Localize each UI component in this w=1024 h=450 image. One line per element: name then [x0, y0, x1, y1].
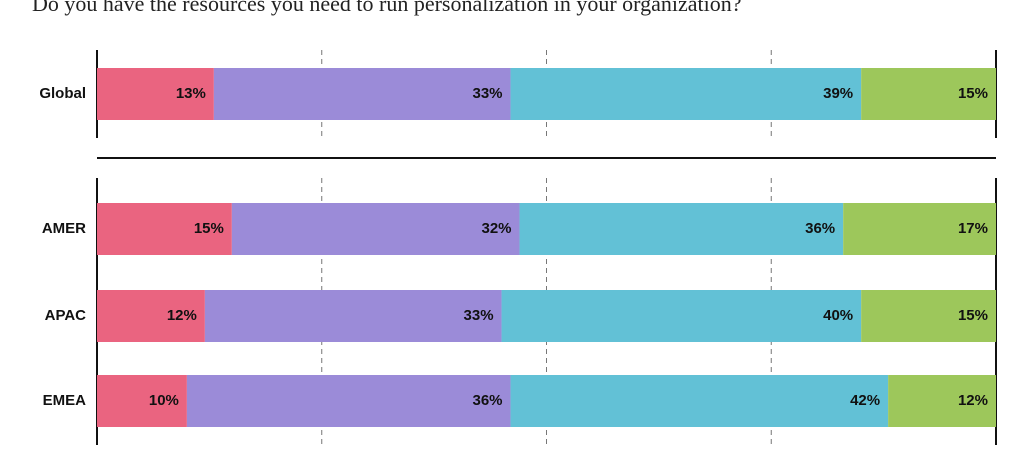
value-label: 32% — [481, 220, 511, 237]
y-tick-label: AMER — [42, 220, 86, 237]
bar-segment — [97, 290, 205, 342]
y-tick-label: EMEA — [43, 392, 87, 409]
value-label: 39% — [823, 85, 853, 102]
value-label: 42% — [850, 392, 880, 409]
value-label: 13% — [176, 85, 206, 102]
bar-segment — [888, 375, 996, 427]
bar-segment — [843, 203, 996, 255]
chart-title: Do you have the resources you need to ru… — [32, 0, 742, 16]
bar-segment — [501, 290, 862, 342]
value-label: 10% — [149, 392, 179, 409]
bar-segment — [97, 68, 214, 120]
value-label: 33% — [464, 307, 494, 324]
bar-segment — [519, 203, 844, 255]
value-label: 12% — [958, 392, 988, 409]
value-label: 12% — [167, 307, 197, 324]
bar-segment — [510, 68, 862, 120]
value-label: 36% — [805, 220, 835, 237]
bar-segment — [97, 203, 232, 255]
value-label: 33% — [473, 85, 503, 102]
bar-segment — [97, 375, 187, 427]
value-label: 15% — [958, 85, 988, 102]
value-label: 17% — [958, 220, 988, 237]
bar-segment — [204, 290, 502, 342]
value-label: 36% — [473, 392, 503, 409]
bar-segment — [510, 375, 889, 427]
bar-segment — [861, 290, 996, 342]
y-tick-label: Global — [39, 85, 86, 102]
bar-segment — [186, 375, 511, 427]
bar-segment — [861, 68, 996, 120]
bar-segment — [213, 68, 511, 120]
value-label: 40% — [823, 307, 853, 324]
bar-segment — [231, 203, 520, 255]
value-label: 15% — [958, 307, 988, 324]
y-tick-label: APAC — [45, 307, 87, 324]
value-label: 15% — [194, 220, 224, 237]
